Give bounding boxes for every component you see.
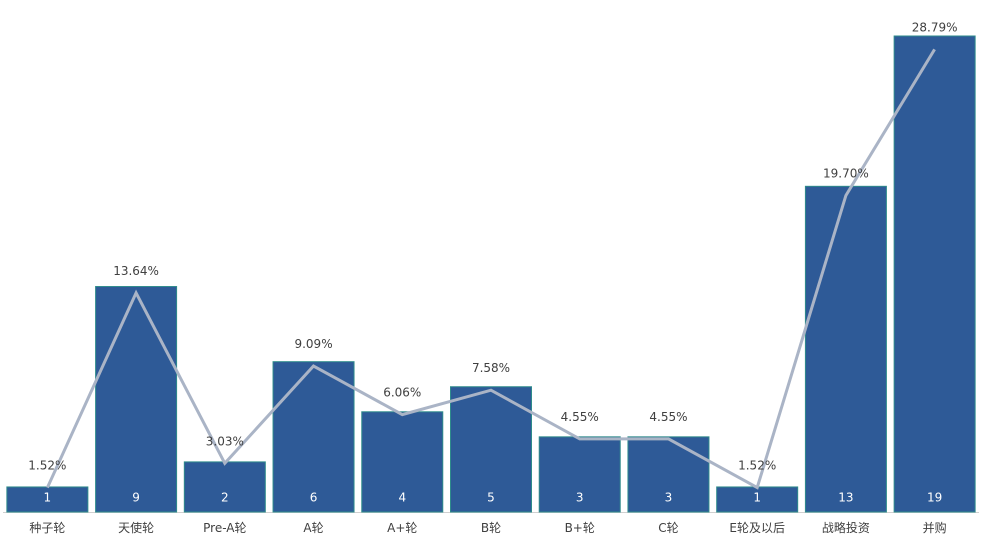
bar [450,386,532,513]
percent-data-label: 28.79% [912,20,958,34]
category-tick-label: C轮 [658,521,678,535]
bar [361,411,444,513]
bar-value-label: 6 [310,491,318,505]
category-tick-label: 天使轮 [118,520,154,535]
bar [716,486,799,513]
percent-data-label: 1.52% [28,459,66,473]
category-tick-label: Pre-A轮 [203,521,246,535]
labels-layer: 1 种子轮 1.52% 9 天使轮 13.64% 2 Pre-A轮 3.03% 6 A轮 9.09% 4… [28,20,957,535]
bar-value-label: 5 [487,491,495,505]
bar-value-label: 1 [44,491,52,505]
bar [272,361,355,513]
bar-value-label: 2 [221,491,229,505]
percent-trend-line [46,48,936,490]
bar-value-label: 3 [576,491,584,505]
percent-data-label: 9.09% [294,337,332,351]
bar [6,486,89,513]
bar [95,286,178,513]
category-tick-label: 并购 [923,520,947,535]
bar [804,185,887,513]
category-tick-label: B+轮 [565,521,595,535]
bar-value-label: 4 [398,491,406,505]
bars-layer [3,35,979,513]
percent-data-label: 6.06% [383,386,421,400]
bar-value-label: 3 [665,491,673,505]
bar-value-label: 19 [927,491,942,505]
category-tick-label: 种子轮 [29,521,65,535]
percent-data-label: 1.52% [738,459,776,473]
bar [538,436,621,513]
bar [893,35,976,513]
category-tick-label: E轮及以后 [729,521,785,535]
percent-data-label: 3.03% [206,434,244,448]
percent-data-label: 13.64% [113,264,159,278]
category-tick-label: A轮 [303,521,323,535]
category-tick-label: A+轮 [387,521,417,535]
category-tick-label: 战略投资 [822,520,870,535]
bar-value-label: 13 [838,491,853,505]
percent-data-label: 4.55% [649,410,687,424]
bar-value-label: 1 [753,491,761,505]
bar [627,436,710,513]
percent-data-label: 7.58% [472,361,510,375]
bar-value-label: 9 [132,491,140,505]
line-layer [46,48,936,490]
category-tick-label: B轮 [481,521,501,535]
percent-data-label: 4.55% [561,410,599,424]
percent-data-label: 19.70% [823,166,869,180]
